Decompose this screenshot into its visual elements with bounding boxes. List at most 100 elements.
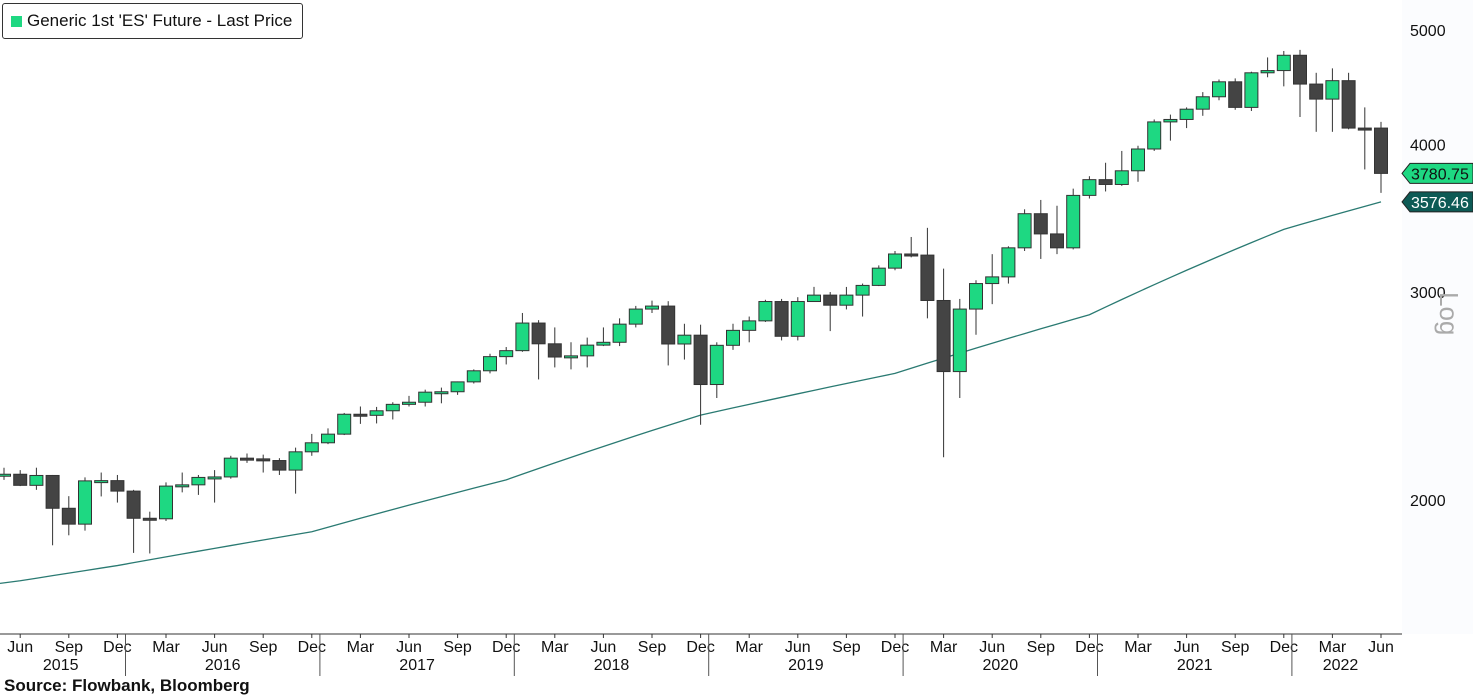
candle-body [1179, 108, 1194, 120]
candle-body [94, 480, 109, 484]
last-price-tag: 3780.75 [1411, 166, 1469, 183]
candle-body [709, 344, 724, 386]
candle [531, 320, 546, 380]
candle-body [1244, 72, 1259, 108]
candle-body [1098, 179, 1113, 185]
candle [13, 470, 28, 487]
x-month-label: Sep [832, 639, 861, 656]
candle-body [645, 305, 659, 310]
candle [272, 458, 287, 475]
candle [1276, 50, 1291, 87]
candle [304, 433, 319, 456]
candle [515, 312, 530, 352]
candle-body [531, 322, 546, 345]
candle-body [628, 308, 643, 325]
candle [256, 454, 271, 473]
legend-label: Generic 1st 'ES' Future - Last Price [27, 11, 293, 30]
candle [677, 323, 692, 360]
x-month-label: Mar [735, 639, 763, 656]
candle [645, 300, 659, 313]
candle [353, 406, 368, 424]
candle [159, 482, 173, 521]
candle-body [450, 381, 465, 393]
candle-body [1066, 194, 1081, 249]
candle [483, 353, 497, 374]
x-month-label: Mar [152, 639, 180, 656]
candle [612, 318, 627, 347]
candle [985, 254, 1000, 305]
candle-body [1082, 179, 1097, 196]
candle [888, 250, 902, 271]
candle [1098, 162, 1113, 192]
candle-body [1001, 247, 1016, 278]
candle [450, 381, 465, 395]
candle-body [175, 484, 190, 488]
candle-body [936, 299, 951, 373]
candle-body [547, 343, 562, 358]
x-month-label: Dec [103, 639, 131, 656]
candle-body [1276, 54, 1291, 72]
candle [855, 283, 870, 317]
candle [661, 301, 676, 366]
candle [952, 298, 967, 399]
y-axis-panel [1402, 0, 1473, 634]
candle [240, 453, 254, 463]
candle [1244, 71, 1259, 111]
candle-body [855, 284, 870, 296]
candle [1325, 68, 1340, 132]
candle-body [191, 476, 206, 486]
candle [920, 227, 935, 319]
candle [839, 286, 854, 310]
x-month-label: Jun [591, 639, 617, 656]
x-month-label: Sep [1221, 639, 1250, 656]
ma-value-tag: 3576.46 [1411, 195, 1469, 212]
y-tick-label: 4000 [1410, 137, 1446, 154]
x-month-label: Mar [930, 639, 958, 656]
legend-swatch [11, 15, 22, 27]
x-month-label: Sep [443, 639, 472, 656]
candle-body [159, 485, 173, 520]
x-month-label: Jun [1368, 639, 1394, 656]
x-month-label: Jun [396, 639, 422, 656]
candle-body [256, 458, 271, 462]
candle-body [272, 460, 287, 471]
candle-body [240, 457, 254, 461]
x-year-label: 2018 [594, 657, 630, 674]
x-year-label: 2020 [983, 657, 1019, 674]
candle [936, 268, 951, 458]
candle-body [1212, 81, 1226, 98]
x-month-label: Sep [55, 639, 84, 656]
candle [1131, 145, 1145, 182]
candle [823, 292, 838, 332]
candle [321, 428, 335, 445]
x-month-label: Jun [1174, 639, 1200, 656]
candle-body [1050, 233, 1064, 249]
candle [369, 406, 384, 424]
x-month-label: Jun [785, 639, 811, 656]
candle [223, 455, 238, 479]
x-month-label: Dec [1270, 639, 1298, 656]
candle-body [952, 308, 967, 373]
x-year-label: 2016 [205, 657, 241, 674]
x-month-label: Jun [979, 639, 1005, 656]
ma-value-tag-bg [1401, 191, 1473, 213]
candle [1114, 150, 1129, 186]
candle [29, 467, 44, 490]
candle [434, 387, 449, 404]
candle [385, 402, 400, 420]
candle [402, 395, 416, 407]
candle-body [483, 356, 497, 372]
candle [288, 447, 303, 494]
candle-body [515, 322, 530, 352]
candle-body [126, 490, 141, 519]
candle-body [1131, 148, 1145, 172]
candle-body [466, 370, 481, 383]
candle [726, 323, 740, 350]
candle-body [29, 474, 44, 486]
candle-body [920, 254, 935, 301]
candle [142, 511, 157, 554]
candle-body [418, 391, 433, 403]
candle-body [78, 480, 92, 525]
candle [1212, 79, 1226, 101]
candle [564, 342, 578, 370]
